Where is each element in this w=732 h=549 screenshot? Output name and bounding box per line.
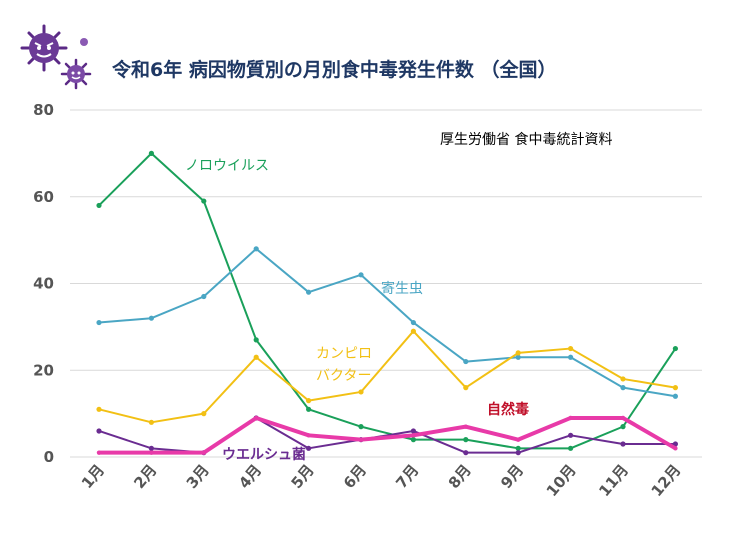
data-point: [410, 319, 416, 326]
y-tick-label: 60: [33, 188, 54, 206]
data-point: [568, 415, 573, 421]
series-line-2: [96, 328, 679, 425]
data-point: [358, 272, 364, 278]
data-point: [515, 450, 521, 456]
data-point: [306, 406, 312, 412]
data-point: [148, 445, 154, 451]
x-tick-label: 2月: [130, 461, 160, 492]
data-point: [463, 424, 468, 429]
data-point: [568, 354, 574, 360]
series-line-1: [96, 246, 679, 399]
data-point: [306, 433, 311, 438]
series-line-3: [96, 415, 679, 456]
data-point: [358, 424, 364, 430]
data-point: [568, 432, 574, 438]
data-point: [149, 450, 154, 455]
x-tick-label: 7月: [392, 461, 422, 492]
x-tick-label: 1月: [78, 461, 108, 492]
data-point: [148, 150, 154, 156]
data-point: [410, 437, 416, 443]
data-point: [568, 445, 574, 451]
data-point: [463, 437, 469, 443]
series-line-0: [96, 150, 679, 451]
series-path: [98, 330, 676, 424]
y-axis-ticks: 0 20 40 60 80: [33, 101, 54, 466]
data-point: [96, 428, 102, 434]
y-tick-label: 0: [44, 448, 54, 466]
x-axis-ticks: 1月 2月 3月 4月 5月 6月 7月 8月 9月 10月 11月 12月: [78, 461, 685, 500]
data-point: [96, 450, 102, 455]
series-group: [96, 150, 679, 456]
data-point: [515, 445, 521, 451]
data-point: [306, 289, 312, 295]
data-point: [96, 202, 102, 209]
y-tick-label: 80: [33, 101, 54, 119]
data-point: [201, 293, 207, 300]
data-point: [254, 415, 259, 421]
series-path: [99, 415, 677, 455]
data-point: [253, 354, 259, 360]
data-point: [410, 328, 416, 334]
data-point: [306, 445, 312, 451]
x-tick-label: 6月: [340, 461, 370, 492]
data-point: [463, 385, 469, 391]
data-point: [96, 319, 102, 326]
data-point: [358, 437, 364, 442]
grid-lines: [70, 109, 702, 458]
source-note: 厚生労働省 食中毒統計資料: [440, 131, 612, 148]
data-point: [515, 350, 521, 356]
data-point: [620, 441, 626, 447]
series-label: バクター: [316, 368, 371, 384]
data-point: [201, 198, 207, 204]
series-label: ウエルシュ菌: [222, 446, 306, 463]
data-point: [673, 446, 678, 451]
chart-title: 令和6年 病因物質別の月別食中毒発生件数 （全国）: [112, 58, 556, 81]
series-label: 寄生虫: [381, 280, 423, 297]
x-tick-label: 5月: [288, 461, 318, 492]
x-tick-label: 9月: [497, 461, 527, 492]
data-point: [568, 345, 574, 352]
series-path: [98, 152, 677, 450]
data-point: [148, 419, 154, 425]
data-point: [411, 433, 416, 438]
x-tick-label: 8月: [445, 461, 475, 492]
data-point: [463, 450, 469, 456]
y-tick-label: 40: [33, 275, 54, 293]
data-point: [672, 385, 679, 391]
data-point: [516, 437, 521, 442]
data-point: [358, 389, 364, 395]
x-tick-label: 10月: [543, 461, 580, 500]
series-label: カンピロ: [316, 346, 372, 362]
data-point: [201, 411, 207, 417]
data-point: [253, 337, 259, 343]
x-tick-label: 12月: [648, 461, 685, 500]
data-point: [672, 345, 679, 352]
data-point: [672, 393, 679, 399]
series-label: 自然毒: [487, 401, 529, 418]
y-tick-label: 20: [33, 361, 54, 379]
series-line-4: [96, 415, 678, 455]
x-tick-label: 4月: [235, 461, 265, 492]
data-point: [96, 406, 102, 412]
data-point: [201, 450, 206, 455]
data-point: [620, 376, 626, 382]
data-point: [463, 358, 469, 365]
data-point: [148, 315, 154, 321]
series-label: ノロウイルス: [185, 158, 269, 174]
series-path: [98, 416, 676, 454]
series-path: [98, 247, 676, 398]
data-point: [620, 385, 626, 391]
x-tick-label: 11月: [595, 461, 632, 500]
virus-mascot-icon: [20, 24, 92, 90]
data-point: [620, 415, 626, 421]
x-tick-label: 3月: [183, 461, 213, 492]
data-point: [515, 354, 521, 360]
data-point: [620, 424, 626, 430]
data-point: [410, 428, 416, 434]
data-point: [253, 246, 259, 252]
data-point: [306, 398, 312, 404]
